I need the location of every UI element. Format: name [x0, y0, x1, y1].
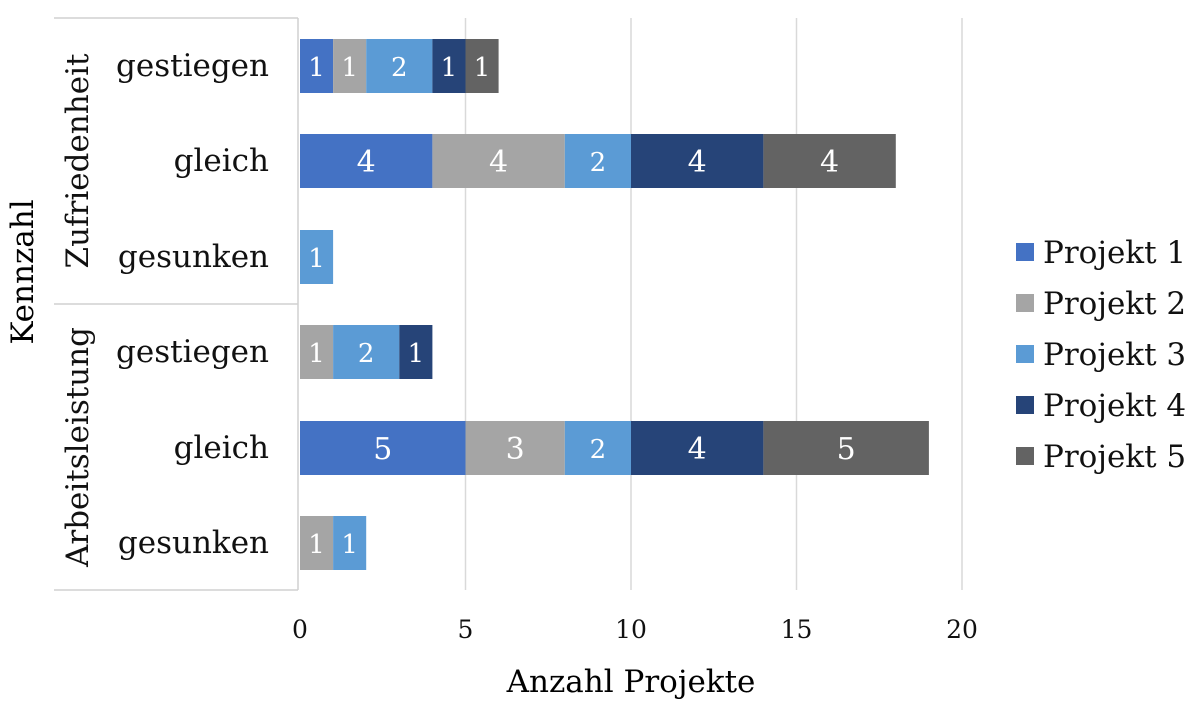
x-tick-label: 0	[292, 615, 308, 644]
bar-segment	[333, 325, 400, 379]
category-label: gesunken	[118, 239, 269, 275]
bar-segment	[300, 421, 466, 475]
bar-segment	[465, 421, 565, 475]
bar-segment	[300, 516, 334, 570]
legend: Projekt 1 Projekt 2 Projekt 3 Projekt 4 Proj…	[1016, 235, 1185, 475]
data-label: 4	[688, 432, 707, 467]
category-axis: Zufriedenheit gestiegen gleich gesunken Arbe…	[60, 48, 269, 568]
data-label: 4	[688, 145, 707, 180]
x-tick-label: 20	[946, 615, 978, 644]
data-label: 5	[837, 432, 856, 467]
category-label: gleich	[174, 143, 269, 179]
data-label: 1	[341, 53, 358, 83]
x-axis-title: Anzahl Projekte	[506, 664, 756, 700]
group-label: Zufriedenheit	[60, 53, 96, 268]
bar-segment	[631, 134, 764, 188]
data-label: 1	[308, 339, 325, 369]
data-label: 4	[357, 145, 376, 180]
data-label: 5	[373, 432, 392, 467]
plot-area: 1 1 2 1 14 4 2 4 411 2 15 3 2 4 51 1	[300, 39, 929, 570]
legend-label: Projekt 3	[1043, 337, 1185, 373]
gridlines	[464, 18, 963, 590]
legend-swatch	[1016, 396, 1034, 414]
data-label: 2	[590, 148, 607, 178]
data-label: 4	[820, 145, 839, 180]
category-label: gestiegen	[116, 48, 269, 84]
legend-swatch	[1016, 294, 1034, 312]
bar-segment	[763, 421, 929, 475]
legend-swatch	[1016, 345, 1034, 363]
category-label: gesunken	[118, 525, 269, 561]
data-label: 1	[474, 53, 491, 83]
bar-segment	[300, 134, 433, 188]
legend-swatch	[1016, 243, 1034, 261]
data-label: 4	[489, 145, 508, 180]
bar-segment	[300, 39, 334, 93]
x-tick-label: 10	[615, 615, 647, 644]
data-label: 3	[506, 432, 525, 467]
value-axis: 0 5 10 15 20	[292, 615, 978, 644]
data-label: 1	[308, 53, 325, 83]
data-label: 2	[358, 339, 375, 369]
bar-segment	[564, 134, 631, 188]
legend-label: Projekt 5	[1043, 439, 1185, 475]
data-label: 1	[308, 530, 325, 560]
bar-segment	[399, 325, 433, 379]
data-label: 1	[441, 53, 458, 83]
data-label: 2	[391, 53, 408, 83]
legend-label: Projekt 4	[1043, 388, 1185, 424]
data-label: 1	[308, 244, 325, 274]
category-axis-frame	[54, 17, 299, 591]
y-axis-title: Kennzahl	[5, 199, 41, 344]
bar-segment	[432, 39, 466, 93]
bar-segment	[366, 39, 433, 93]
legend-label: Projekt 1	[1043, 235, 1185, 271]
bar-segment	[300, 230, 334, 284]
legend-label: Projekt 2	[1043, 286, 1185, 322]
bar-segment	[300, 325, 334, 379]
data-label: 2	[590, 435, 607, 465]
legend-swatch	[1016, 447, 1034, 465]
bar-segment	[763, 134, 896, 188]
x-tick-label: 15	[781, 615, 813, 644]
bar-segment	[333, 516, 367, 570]
group-label: Arbeitsleistung	[60, 327, 96, 568]
bar-segment	[432, 134, 565, 188]
category-label: gleich	[174, 430, 269, 466]
data-label: 1	[408, 339, 425, 369]
bar-segment	[333, 39, 367, 93]
bar-segment	[564, 421, 631, 475]
bar-segment	[465, 39, 499, 93]
x-tick-label: 5	[458, 615, 474, 644]
data-label: 1	[341, 530, 358, 560]
category-label: gestiegen	[116, 334, 269, 370]
bar-segment	[631, 421, 764, 475]
